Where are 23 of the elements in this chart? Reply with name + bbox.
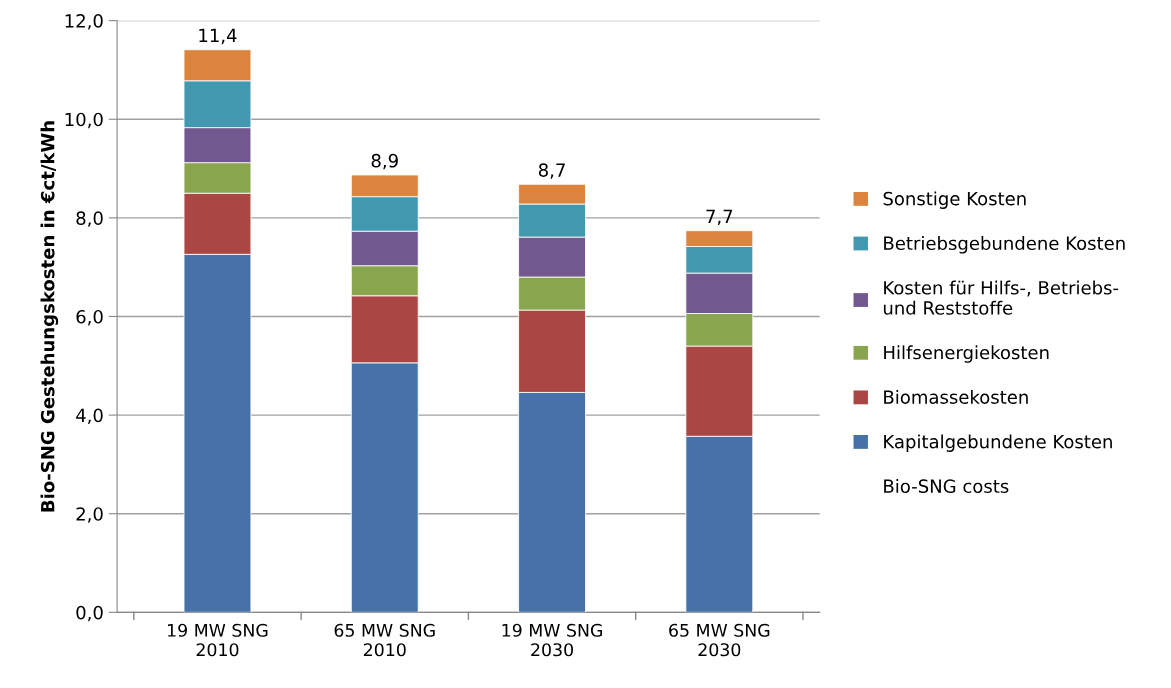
y-tick-label: 2,0 [76, 507, 103, 523]
x-tick-label: 65 MW SNG 2010 [334, 623, 435, 657]
total-label: 8,7 [538, 163, 565, 179]
total-label: 11,4 [199, 28, 237, 45]
legend-label: Kapitalgebundene Kosten [884, 434, 1112, 452]
total-label: 8,9 [371, 153, 398, 170]
y-tick-label: 12,0 [65, 14, 103, 30]
legend-label: Hilfsenergiekosten [884, 345, 1049, 363]
x-tick-label: 19 MW SNG 2010 [168, 623, 268, 657]
y-tick-label: 8,0 [76, 211, 103, 227]
x-tick-label: 19 MW SNG 2030 [502, 623, 602, 657]
y-tick-label: 4,0 [76, 408, 103, 425]
total-label: 7,7 [706, 209, 733, 226]
legend-label: Kosten für Hilfs-, Betriebs- und Reststoffe [883, 280, 1119, 315]
x-tick-label: 65 MW SNG 2030 [669, 623, 770, 657]
legend-label: Betriebsgebundene Kosten [884, 236, 1125, 254]
y-tick-label: 0,0 [76, 605, 103, 622]
y-tick-label: 6,0 [76, 309, 103, 326]
y-tick-label: 10,0 [65, 112, 103, 129]
text: Bio-SNG costs [884, 479, 1009, 494]
legend-label: Sonstige Kosten [883, 191, 1026, 209]
y-axis-title: Bio-SNG Gestehungskosten in €ct/kWh [40, 121, 59, 512]
legend-label: Biomassekosten [884, 389, 1028, 404]
